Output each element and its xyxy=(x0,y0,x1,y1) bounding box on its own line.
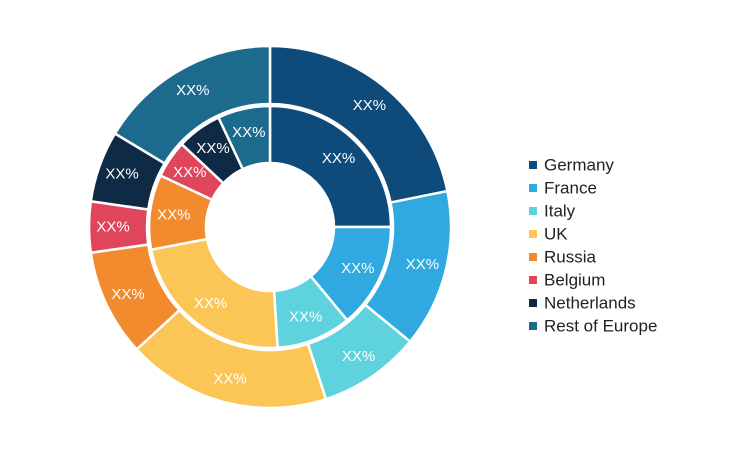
inner-slice-rest-of-europe xyxy=(217,104,272,171)
legend-swatch-russia xyxy=(529,253,537,261)
legend-item-belgium: Belgium xyxy=(529,271,605,290)
legend-label-rest-of-europe: Rest of Europe xyxy=(544,317,657,336)
legend-item-russia: Russia xyxy=(529,248,597,267)
inner-ring-labels: XX%XX%XX%XX%XX%XX%XX%XX% xyxy=(157,124,374,326)
outer-slice-rest-of-europe xyxy=(113,44,272,165)
legend-label-italy: Italy xyxy=(544,202,576,221)
outer-label-belgium: XX% xyxy=(96,219,129,236)
legend-label-russia: Russia xyxy=(544,248,597,267)
inner-slice-germany xyxy=(268,104,393,229)
inner-label-netherlands: XX% xyxy=(196,140,229,157)
legend-swatch-germany xyxy=(529,161,537,169)
legend-item-germany: Germany xyxy=(529,156,614,175)
outer-ring-labels: XX%XX%XX%XX%XX%XX%XX%XX% xyxy=(96,82,439,387)
legend-label-uk: UK xyxy=(544,225,568,244)
outer-label-france: XX% xyxy=(406,256,439,273)
inner-slice-uk xyxy=(149,237,279,350)
outer-label-italy: XX% xyxy=(342,348,375,365)
legend-item-netherlands: Netherlands xyxy=(529,294,636,313)
legend-swatch-uk xyxy=(529,230,537,238)
outer-ring xyxy=(87,44,453,410)
legend-label-belgium: Belgium xyxy=(544,271,605,290)
inner-label-france: XX% xyxy=(341,260,374,277)
legend-item-italy: Italy xyxy=(529,202,576,221)
inner-label-germany: XX% xyxy=(322,150,355,167)
inner-label-belgium: XX% xyxy=(173,164,206,181)
legend-label-germany: Germany xyxy=(544,156,614,175)
legend-item-rest-of-europe: Rest of Europe xyxy=(529,317,657,336)
inner-label-russia: XX% xyxy=(157,206,190,223)
legend-swatch-belgium xyxy=(529,276,537,284)
inner-label-rest-of-europe: XX% xyxy=(232,124,265,141)
outer-label-germany: XX% xyxy=(353,97,386,114)
legend: Germany France Italy UK Russia Belgium Netherl… xyxy=(529,156,657,336)
outer-label-uk: XX% xyxy=(213,370,246,387)
legend-label-netherlands: Netherlands xyxy=(544,294,636,313)
legend-swatch-france xyxy=(529,184,537,192)
legend-swatch-rest-of-europe xyxy=(529,322,537,330)
legend-item-france: France xyxy=(529,179,597,198)
outer-label-netherlands: XX% xyxy=(105,166,138,183)
legend-label-france: France xyxy=(544,179,597,198)
legend-swatch-italy xyxy=(529,207,537,215)
inner-ring xyxy=(147,104,393,350)
legend-item-uk: UK xyxy=(529,225,568,244)
inner-label-uk: XX% xyxy=(194,295,227,312)
outer-label-russia: XX% xyxy=(111,286,144,303)
inner-label-italy: XX% xyxy=(289,309,322,326)
outer-label-rest-of-europe: XX% xyxy=(176,82,209,99)
legend-swatch-netherlands xyxy=(529,299,537,307)
